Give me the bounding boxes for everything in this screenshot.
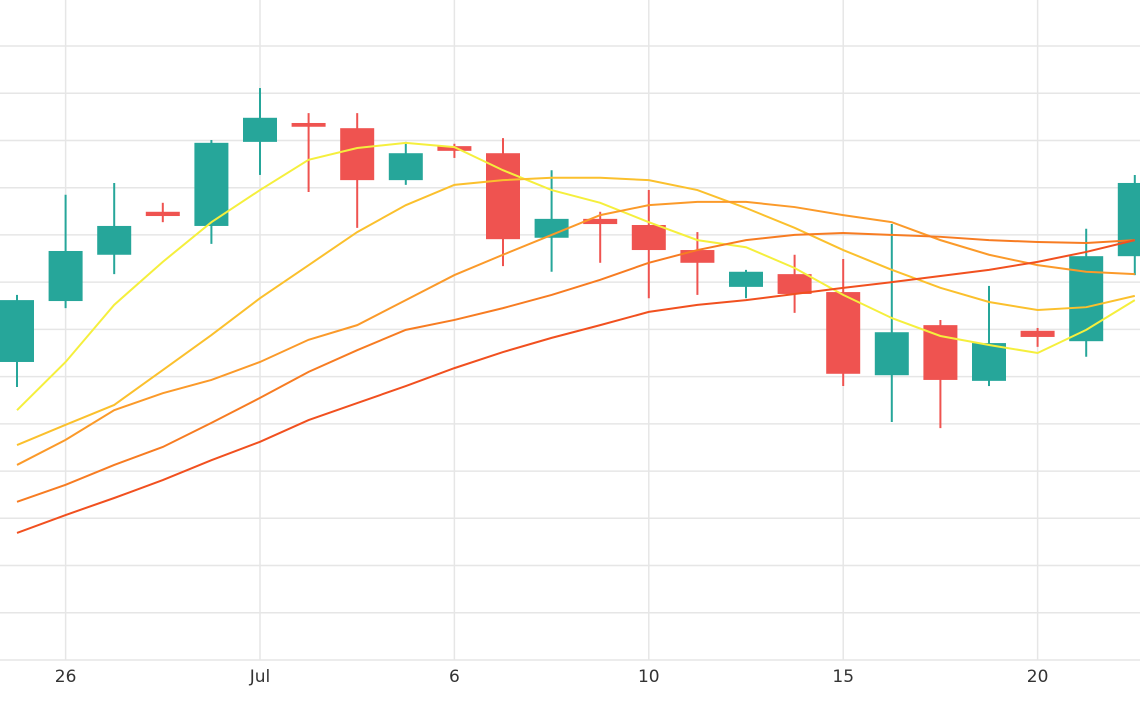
candle-body [0, 300, 34, 362]
candle-body [631, 225, 666, 251]
candle-body [48, 250, 83, 302]
moving-average-line [16, 239, 1136, 534]
candle-body [729, 271, 763, 287]
x-tick-label: 10 [638, 667, 660, 687]
candle-body [340, 128, 375, 181]
candle-body [874, 332, 909, 376]
candle-body [972, 343, 1006, 381]
moving-average-line [16, 141, 1136, 411]
candle-body [583, 218, 618, 225]
x-tick-label: 20 [1027, 667, 1049, 687]
candle-body [777, 274, 812, 294]
x-tick-label: Jul [249, 667, 271, 687]
moving-average-line [16, 200, 1135, 466]
candle-body [145, 211, 180, 217]
candle-body [194, 142, 229, 226]
candle-body [1020, 330, 1055, 337]
candle-body [1117, 182, 1140, 257]
candle-body [923, 325, 958, 380]
x-tick-label: 26 [55, 667, 77, 687]
moving-average-line [16, 176, 1136, 447]
moving-average-line [16, 232, 1135, 503]
candle-body [243, 117, 277, 142]
candle-body [97, 225, 132, 255]
candle-body [534, 218, 569, 238]
x-tick-label: 15 [832, 667, 854, 687]
candle-body [291, 122, 326, 127]
candle-body [486, 153, 520, 240]
x-tick-label: 6 [449, 667, 460, 687]
candle-body [826, 292, 861, 374]
candle-body [388, 153, 423, 181]
candle-body [437, 146, 472, 151]
candle-body [680, 250, 715, 263]
candle-body [1069, 256, 1104, 342]
